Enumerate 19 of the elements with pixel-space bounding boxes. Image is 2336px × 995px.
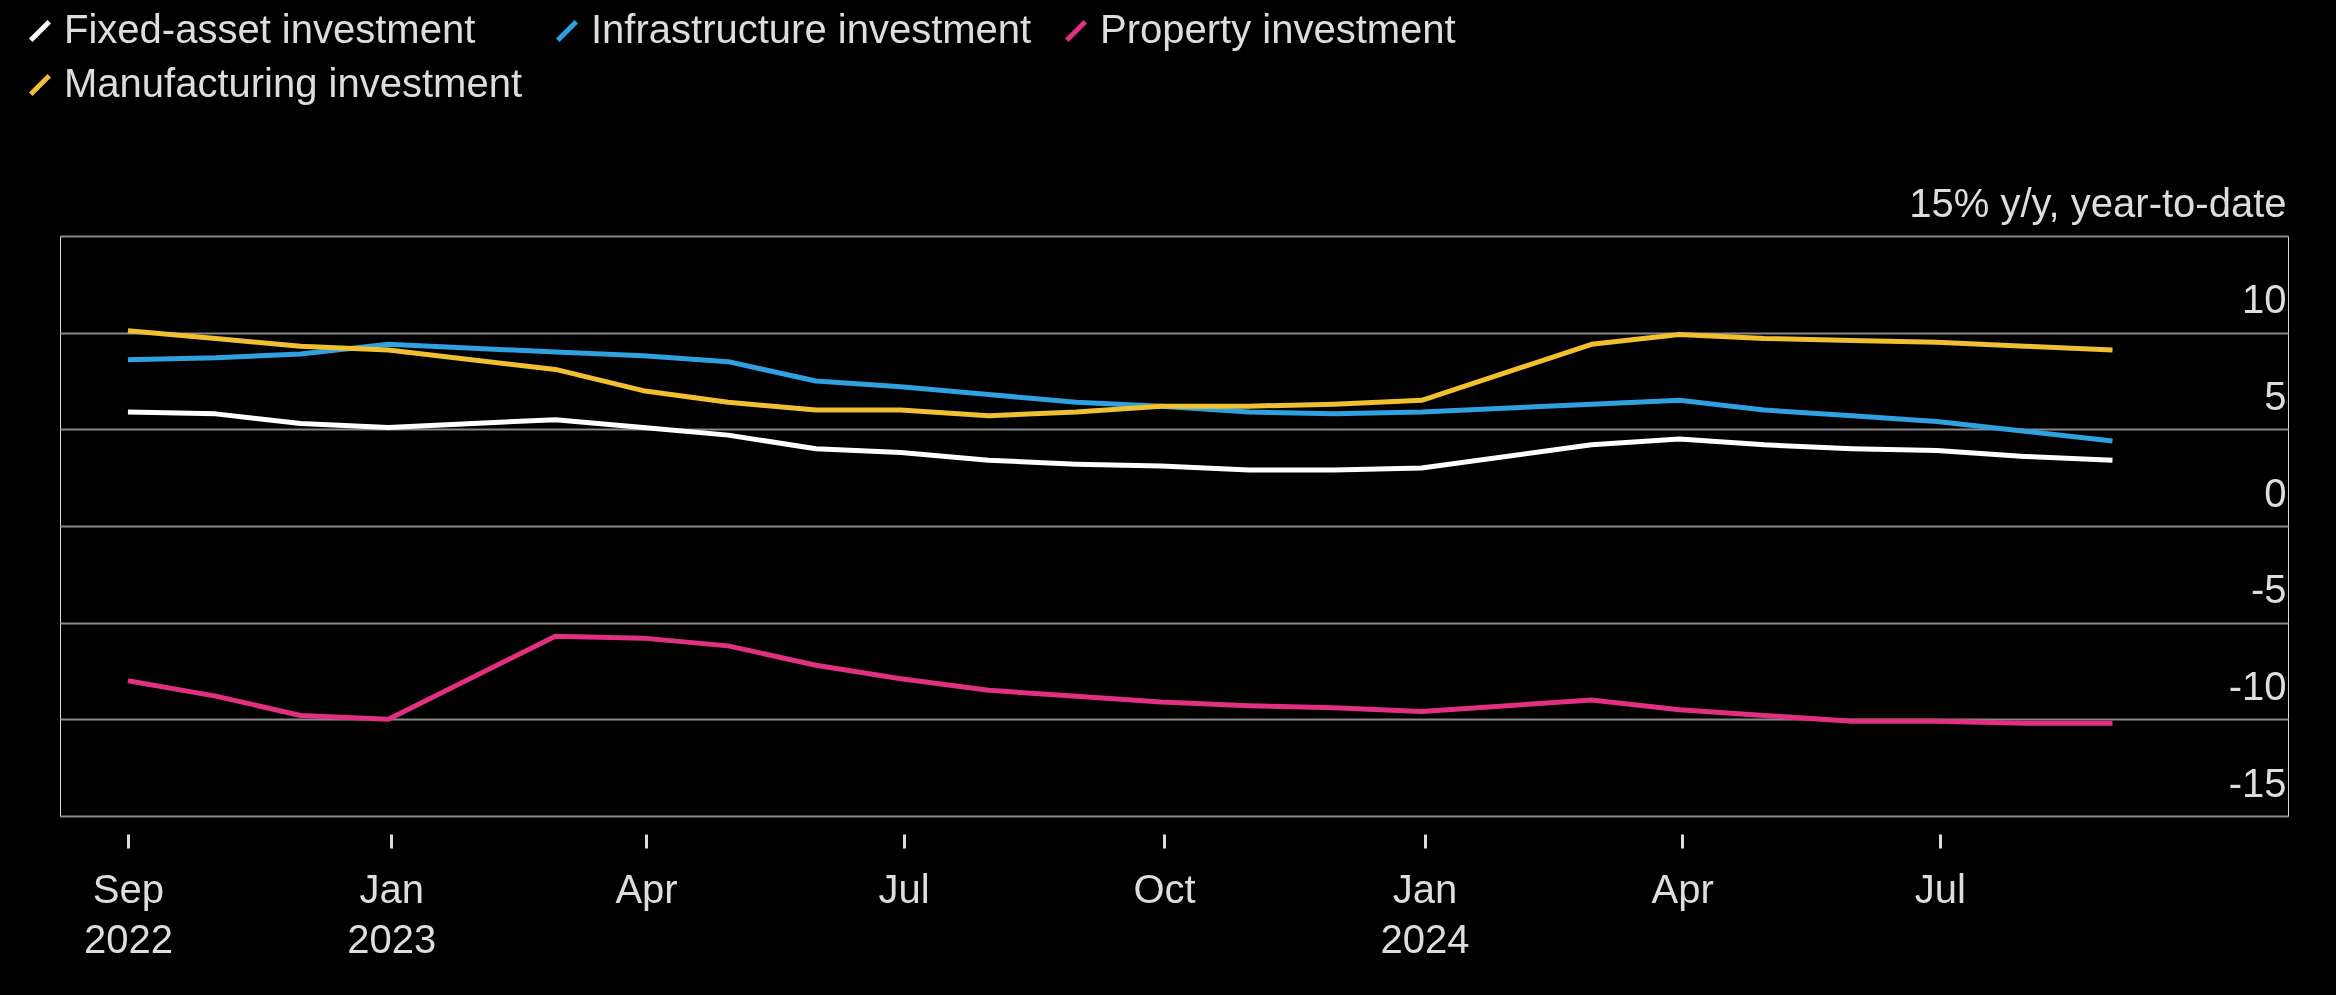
x-tick-label: Sep 2022 [83,866,173,961]
legend-label: Infrastructure investment [591,7,1032,51]
legend-label: Manufacturing investment [64,61,523,105]
x-tick-label: Apr [1651,866,1714,911]
y-tick-label: 15% y/y, year-to-date [1909,180,2287,225]
legend-label: Fixed-asset investment [64,7,476,51]
y-tick-label: 10 [2242,277,2287,322]
legend-label: Property investment [1100,7,1456,51]
y-tick-label: 5 [2264,373,2287,418]
y-tick-label: -10 [2228,663,2287,708]
x-tick-label: Jul [1914,866,1966,911]
y-tick-label: -5 [2250,567,2287,612]
y-tick-label: 0 [2264,470,2287,515]
x-tick-label: Jan 2023 [347,866,437,961]
x-tick-label: Apr [615,866,678,911]
x-tick-label: Oct [1133,866,1196,911]
y-tick-label: -15 [2228,760,2287,805]
x-tick-label: Jul [878,866,930,911]
x-tick-label: Jan 2024 [1380,866,1470,961]
